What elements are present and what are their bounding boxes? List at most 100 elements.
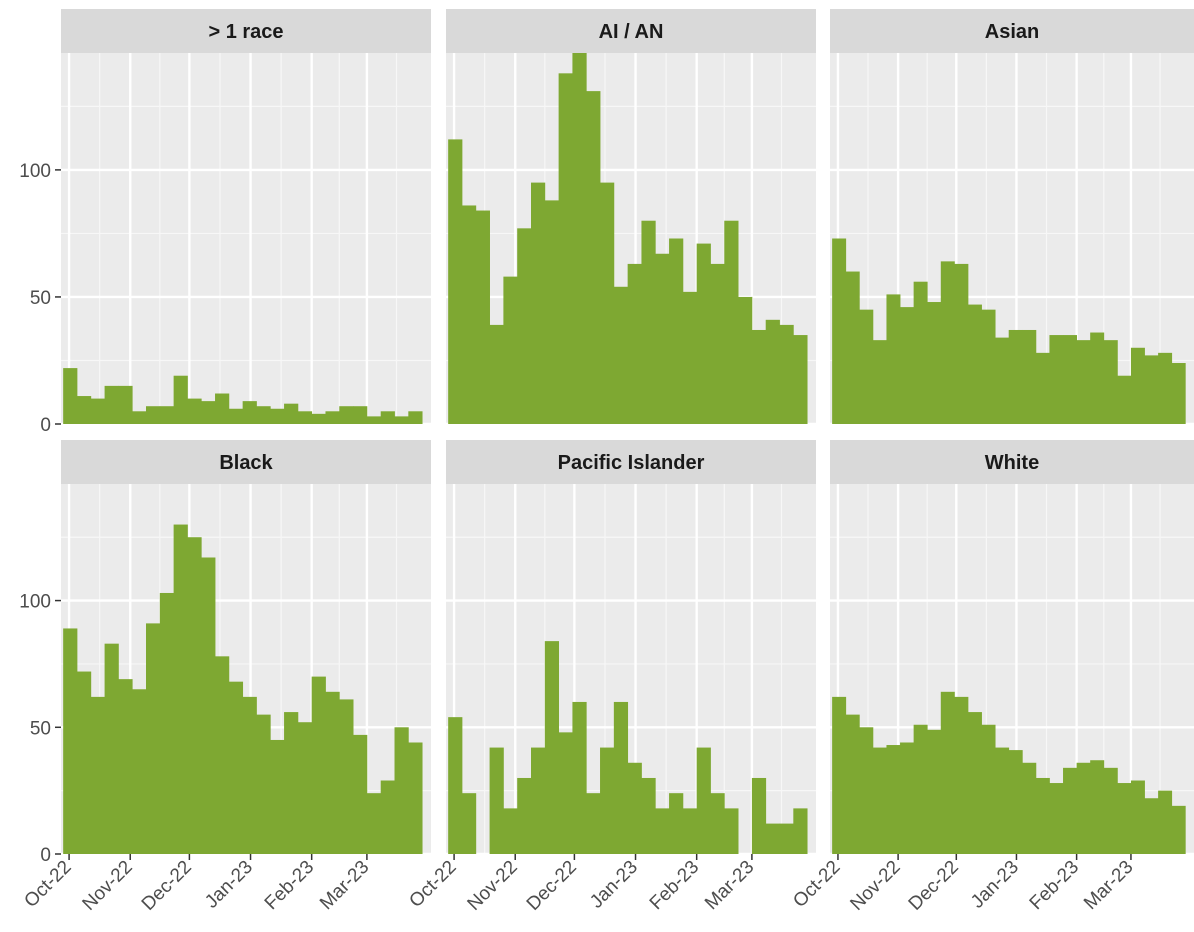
histogram-bar — [1103, 340, 1118, 424]
histogram-bar — [613, 286, 629, 424]
panel-1: > 1 race 0 50 100 — [19, 9, 431, 436]
histogram-bar — [872, 747, 887, 854]
histogram-bar — [339, 406, 354, 424]
histogram-bar — [627, 263, 642, 424]
histogram-bar — [886, 294, 901, 424]
histogram-bar — [1158, 790, 1173, 854]
histogram-bar — [146, 406, 161, 424]
histogram-bar — [63, 628, 78, 854]
histogram-bar — [215, 393, 230, 424]
histogram-bar — [448, 139, 463, 424]
x-tick-label: Feb-23 — [646, 857, 703, 914]
histogram-bar — [995, 747, 1010, 854]
panel-strip — [446, 440, 816, 484]
x-tick-label: Mar-23 — [701, 857, 758, 914]
histogram-bar — [886, 745, 901, 854]
histogram-bar — [1049, 335, 1064, 424]
histogram-bar — [627, 762, 642, 854]
histogram-bar — [981, 724, 996, 854]
histogram-bar — [1063, 335, 1078, 424]
histogram-bar — [1022, 762, 1037, 854]
histogram-bar — [927, 729, 942, 854]
x-tick-label: Jan-23 — [967, 857, 1023, 913]
histogram-bar — [967, 304, 982, 424]
histogram-bar — [366, 793, 382, 854]
x-tick-label: Oct-22 — [789, 857, 844, 912]
histogram-bar — [1090, 332, 1105, 424]
panel-strip — [446, 9, 816, 53]
histogram-bar — [380, 411, 395, 424]
histogram-bar — [394, 416, 409, 424]
y-tick-label: 100 — [19, 161, 51, 182]
histogram-bar — [297, 722, 313, 854]
histogram-bar — [1130, 780, 1145, 854]
histogram-bar — [544, 200, 560, 424]
x-tick-label: Nov-22 — [846, 857, 904, 915]
histogram-bar — [489, 324, 504, 424]
panel-6: White Oct-22 Nov-22 Dec-22 Jan-23 Feb-23Mar-2… — [789, 440, 1194, 915]
x-tick-label: Jan-23 — [201, 857, 257, 913]
histogram-bar — [832, 696, 847, 854]
panel-title: Pacific Islander — [558, 452, 705, 474]
histogram-bar — [1076, 340, 1091, 424]
histogram-bar — [913, 724, 928, 854]
histogram-bar — [682, 291, 698, 424]
histogram-bar — [201, 557, 216, 854]
x-tick-label: Nov-22 — [79, 857, 137, 915]
histogram-bar — [1063, 767, 1078, 854]
x-tick-label: Feb-23 — [1026, 857, 1083, 914]
histogram-bar — [90, 696, 105, 854]
panel-3: Asian — [830, 9, 1194, 426]
x-tick-label: Dec-22 — [523, 857, 581, 915]
histogram-bar — [104, 385, 119, 424]
panel-title: AI / AN — [599, 21, 664, 43]
histogram-bar — [104, 643, 119, 854]
x-tick-label: Feb-23 — [261, 857, 318, 914]
histogram-bar — [1158, 352, 1173, 424]
panel-title: White — [985, 452, 1039, 474]
histogram-bar — [641, 777, 656, 854]
x-tick-label: Jan-23 — [586, 857, 642, 913]
histogram-bar — [380, 780, 395, 854]
y-tick-label: 0 — [40, 415, 51, 436]
histogram-bar — [353, 734, 368, 854]
histogram-bar — [159, 592, 175, 854]
histogram-bar — [503, 808, 518, 854]
histogram-bar — [1076, 762, 1091, 854]
histogram-bar — [793, 808, 808, 854]
histogram-bar — [228, 681, 244, 854]
histogram-bar — [710, 793, 725, 854]
histogram-bar — [751, 777, 767, 854]
histogram-bar — [724, 808, 739, 854]
histogram-bar — [724, 220, 739, 424]
histogram-bar — [311, 676, 326, 854]
histogram-bar — [1022, 329, 1037, 424]
histogram-bar — [242, 401, 257, 424]
histogram-bar — [531, 182, 546, 424]
histogram-bar — [132, 411, 147, 424]
histogram-bar — [655, 253, 670, 424]
histogram-bar — [940, 691, 955, 854]
histogram-bar — [845, 271, 860, 424]
histogram-bar — [311, 413, 326, 424]
panel-background — [61, 53, 431, 424]
histogram-bar — [765, 823, 780, 854]
histogram-bar — [256, 406, 271, 424]
histogram-bar — [297, 411, 313, 424]
y-tick-label: 50 — [30, 718, 51, 739]
histogram-bar — [900, 307, 915, 424]
histogram-bar — [118, 385, 133, 424]
histogram-bar — [270, 408, 285, 424]
histogram-bar — [544, 641, 560, 854]
histogram-bar — [394, 727, 409, 854]
panel-strip — [61, 9, 431, 53]
histogram-bar — [641, 220, 656, 424]
x-tick-label: Nov-22 — [464, 857, 522, 915]
histogram-bar — [845, 714, 860, 854]
panel-title: Asian — [985, 21, 1039, 43]
histogram-bar — [63, 368, 78, 424]
histogram-bar — [600, 747, 615, 854]
histogram-bar — [859, 727, 874, 854]
histogram-bar — [339, 699, 354, 854]
